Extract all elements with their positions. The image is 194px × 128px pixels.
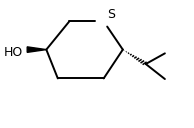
Text: S: S bbox=[107, 8, 115, 21]
Text: HO: HO bbox=[4, 46, 23, 59]
Polygon shape bbox=[27, 47, 46, 52]
